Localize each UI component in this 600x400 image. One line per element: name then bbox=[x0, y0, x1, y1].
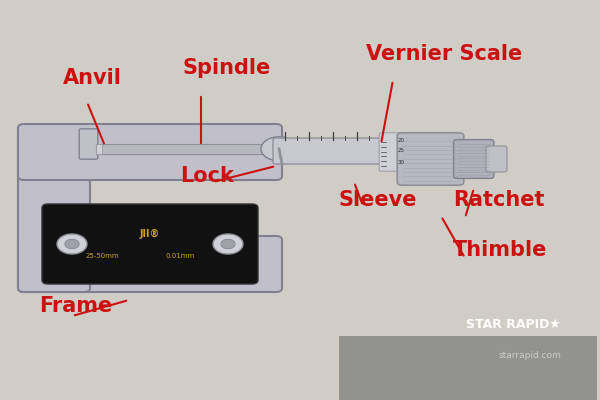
Circle shape bbox=[221, 239, 235, 249]
Text: 25: 25 bbox=[397, 148, 404, 152]
Text: 30: 30 bbox=[397, 160, 404, 164]
Circle shape bbox=[57, 234, 87, 254]
Text: 20: 20 bbox=[397, 138, 404, 143]
Text: Vernier Scale: Vernier Scale bbox=[366, 44, 522, 64]
FancyBboxPatch shape bbox=[454, 140, 494, 178]
FancyBboxPatch shape bbox=[18, 236, 282, 292]
Bar bbox=[96, 144, 102, 154]
Text: starrapid.com: starrapid.com bbox=[498, 352, 561, 360]
Text: Sleeve: Sleeve bbox=[339, 190, 418, 210]
Text: Lock: Lock bbox=[180, 166, 234, 186]
FancyBboxPatch shape bbox=[18, 132, 90, 292]
Text: 0.01mm: 0.01mm bbox=[166, 253, 194, 259]
Text: Spindle: Spindle bbox=[183, 58, 271, 78]
Text: Frame: Frame bbox=[39, 296, 112, 316]
FancyBboxPatch shape bbox=[42, 204, 258, 284]
Text: Anvil: Anvil bbox=[63, 68, 122, 88]
Circle shape bbox=[65, 239, 79, 249]
Text: STAR RAPID★: STAR RAPID★ bbox=[466, 318, 561, 330]
FancyBboxPatch shape bbox=[18, 124, 282, 180]
Circle shape bbox=[261, 137, 297, 161]
FancyBboxPatch shape bbox=[273, 138, 387, 164]
FancyBboxPatch shape bbox=[397, 133, 464, 185]
FancyBboxPatch shape bbox=[486, 146, 507, 172]
FancyBboxPatch shape bbox=[79, 129, 98, 159]
Text: 25-50mm: 25-50mm bbox=[85, 253, 119, 259]
FancyBboxPatch shape bbox=[96, 144, 276, 154]
Circle shape bbox=[213, 234, 243, 254]
FancyBboxPatch shape bbox=[379, 133, 404, 171]
Text: Ratchet: Ratchet bbox=[453, 190, 545, 210]
Text: Thimble: Thimble bbox=[453, 240, 547, 260]
FancyBboxPatch shape bbox=[339, 336, 597, 400]
Text: JII®: JII® bbox=[140, 229, 160, 239]
